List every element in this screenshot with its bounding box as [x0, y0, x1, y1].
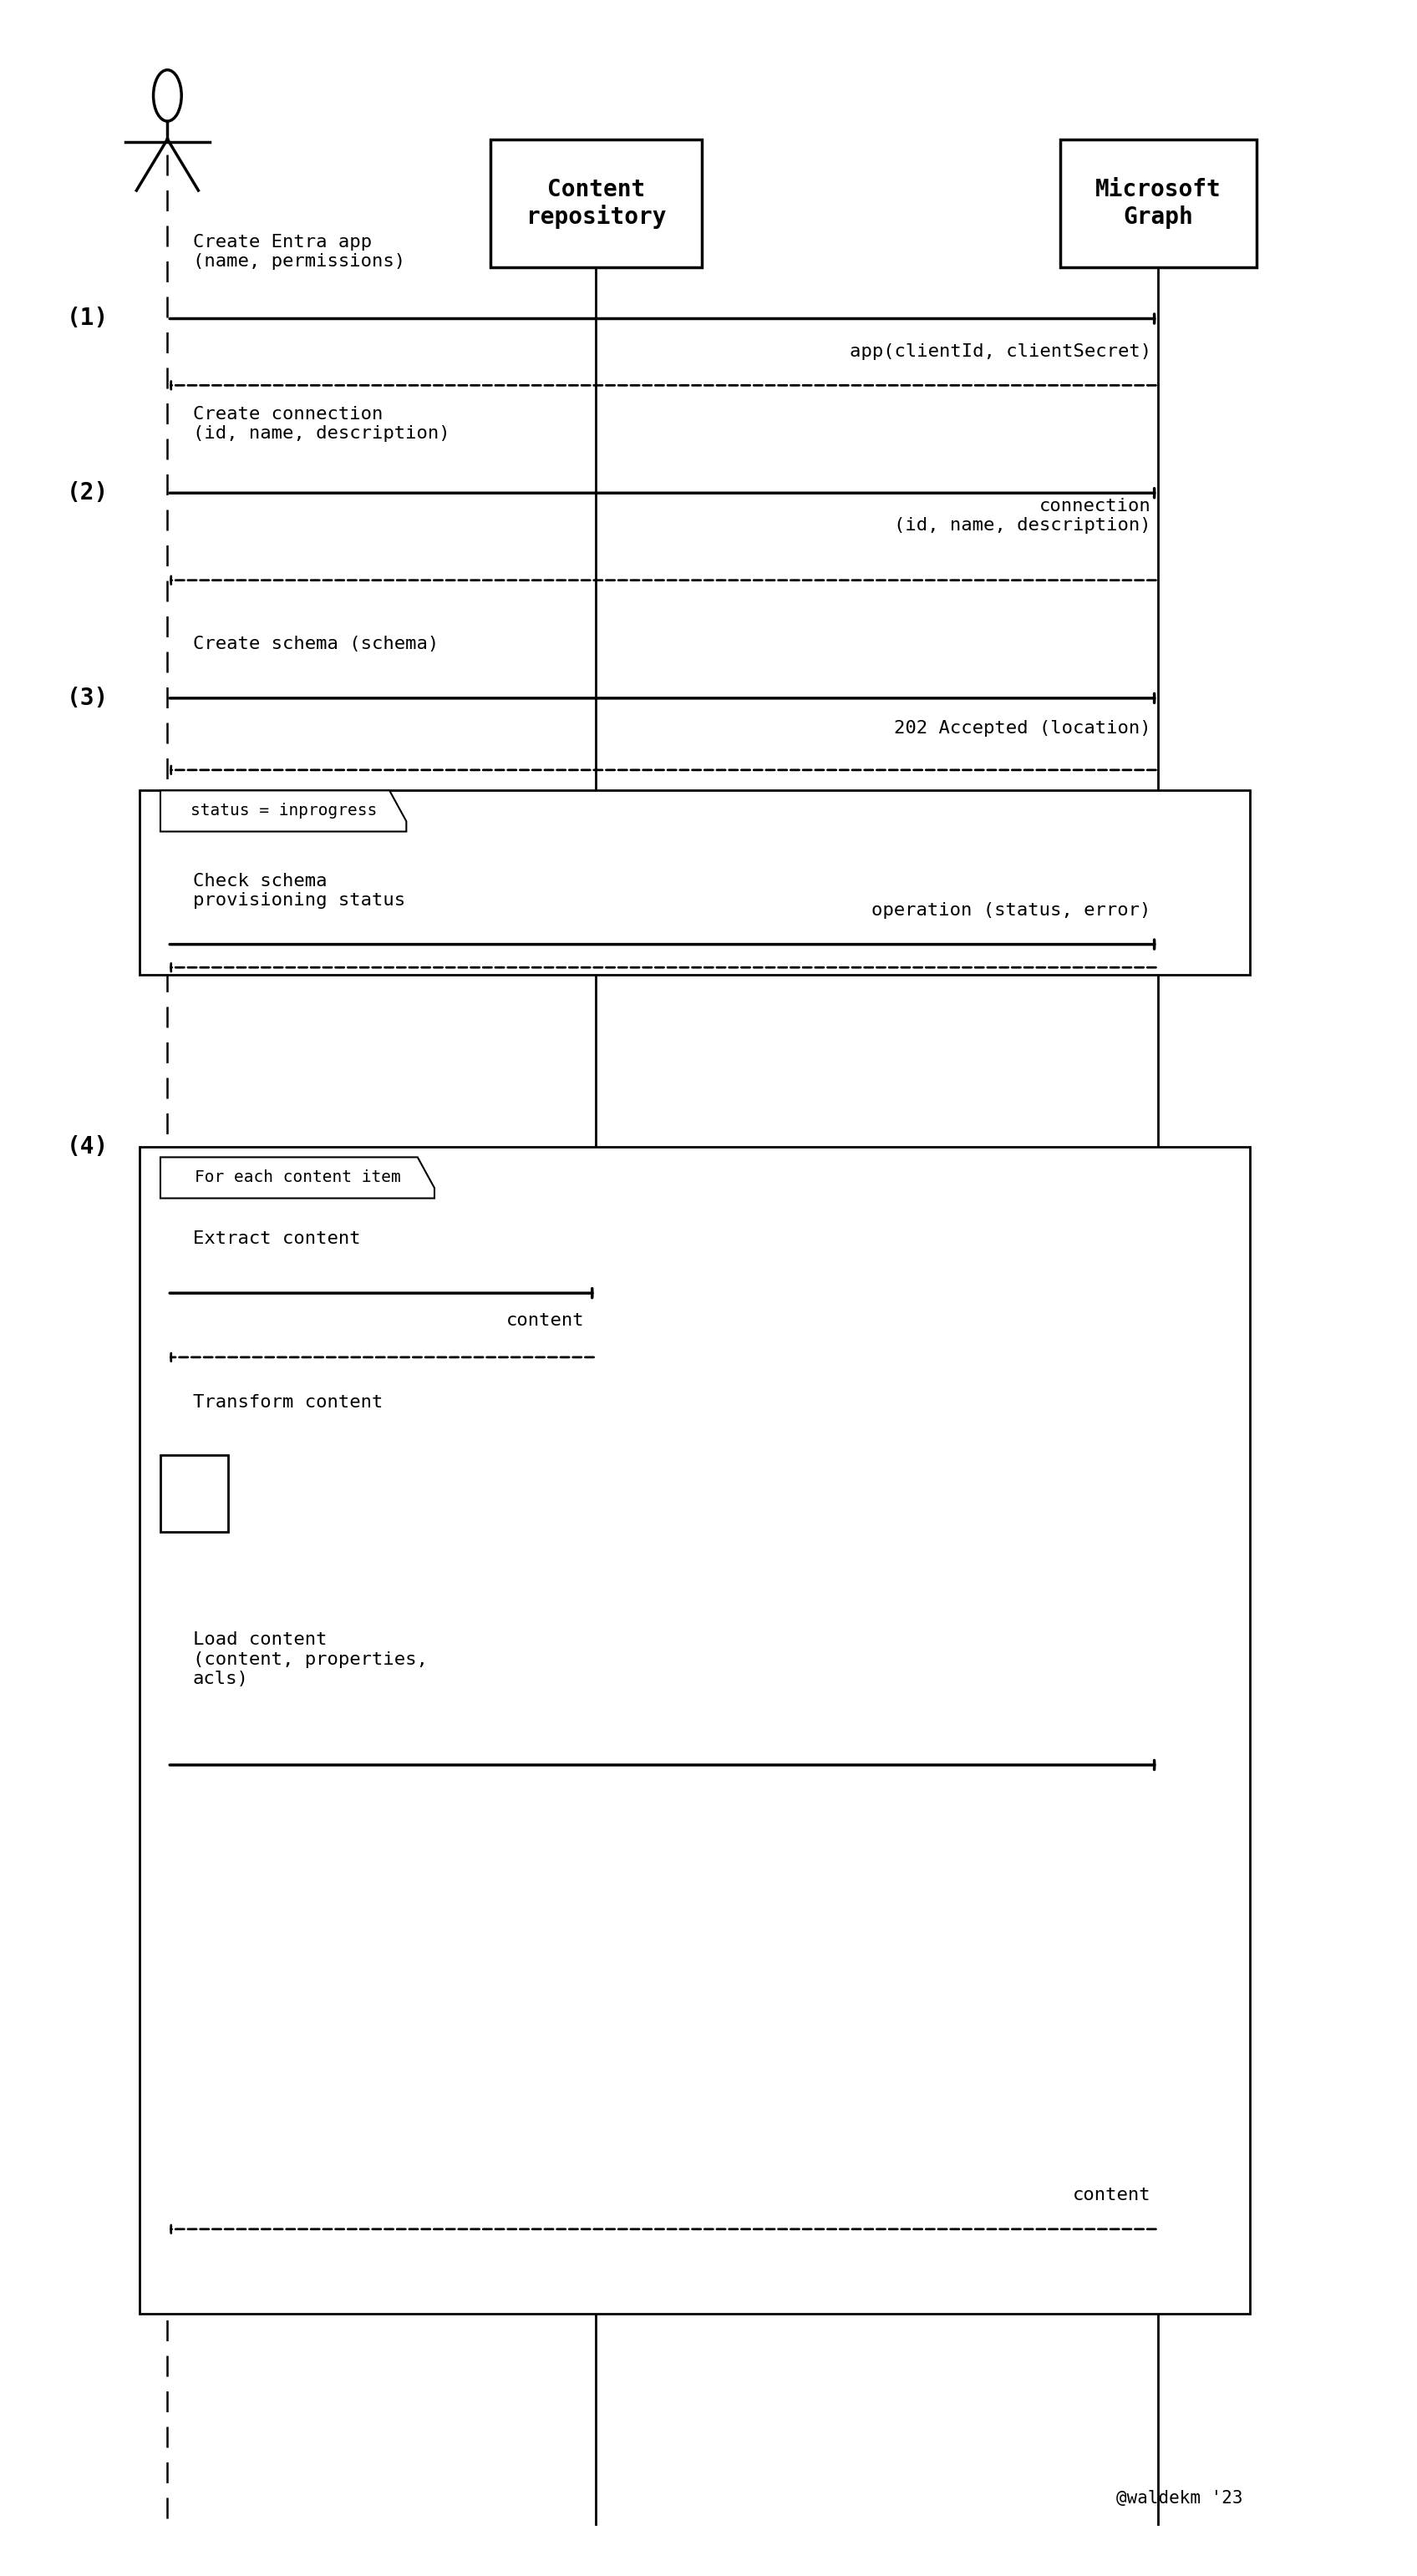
Text: Microsoft
Graph: Microsoft Graph [1095, 178, 1221, 229]
Text: Create connection
(id, name, description): Create connection (id, name, description… [193, 404, 449, 440]
Polygon shape [160, 791, 407, 832]
Text: operation (status, error): operation (status, error) [871, 902, 1151, 920]
Text: Content
repository: Content repository [526, 178, 666, 229]
Text: (1): (1) [67, 307, 108, 330]
FancyBboxPatch shape [139, 1146, 1250, 2313]
Text: app(clientId, clientSecret): app(clientId, clientSecret) [849, 343, 1151, 361]
Text: Create schema (schema): Create schema (schema) [193, 636, 439, 652]
Polygon shape [160, 1157, 435, 1198]
Text: Transform content: Transform content [193, 1394, 383, 1412]
Text: content: content [507, 1311, 585, 1329]
Text: Check schema
provisioning status: Check schema provisioning status [193, 873, 405, 909]
Text: (3): (3) [67, 685, 108, 711]
Text: 202 Accepted (location): 202 Accepted (location) [894, 719, 1151, 737]
Text: connection
(id, name, description): connection (id, name, description) [894, 497, 1151, 533]
FancyBboxPatch shape [160, 1455, 228, 1533]
Text: (2): (2) [67, 482, 108, 505]
Text: Extract content: Extract content [193, 1231, 360, 1247]
Text: @waldekm '23: @waldekm '23 [1117, 2491, 1243, 2506]
Text: (4): (4) [67, 1136, 108, 1159]
FancyBboxPatch shape [1060, 139, 1257, 268]
FancyBboxPatch shape [490, 139, 701, 268]
Text: content: content [1073, 2187, 1151, 2202]
Text: Load content
(content, properties,
acls): Load content (content, properties, acls) [193, 1631, 428, 1687]
Text: status = inprogress: status = inprogress [190, 804, 377, 819]
Text: For each content item: For each content item [194, 1170, 401, 1185]
FancyBboxPatch shape [139, 791, 1250, 976]
Text: Create Entra app
(name, permissions): Create Entra app (name, permissions) [193, 234, 405, 270]
